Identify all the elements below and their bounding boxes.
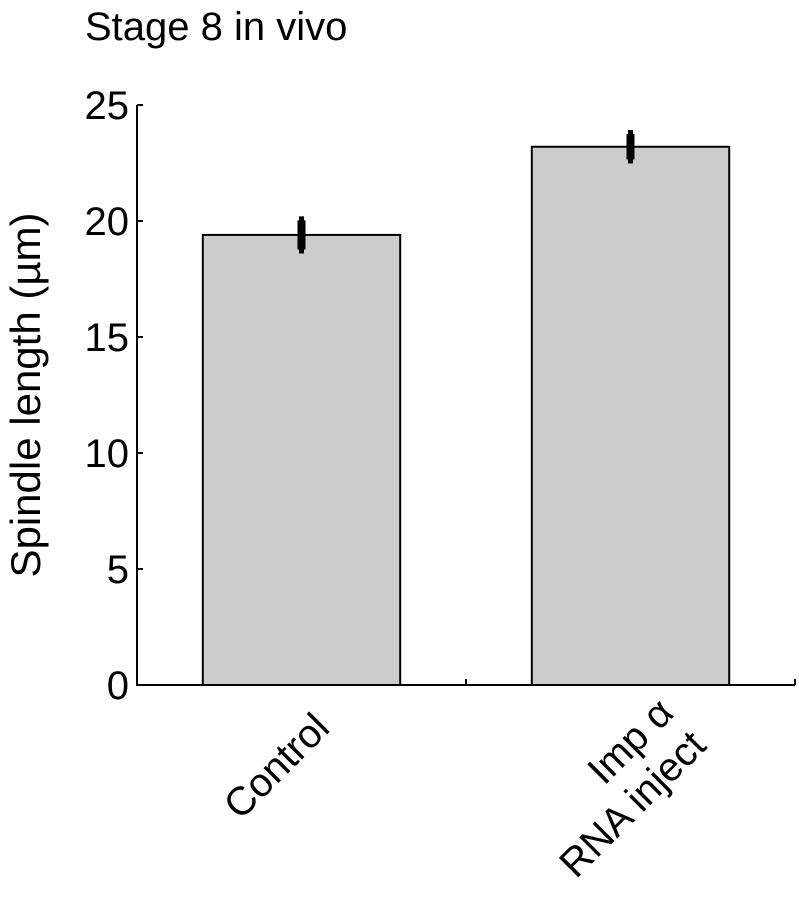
x-tick-label: Imp αRNA inject <box>519 690 715 886</box>
chart-title: Stage 8 in vivo <box>85 5 347 49</box>
y-tick-label: 10 <box>85 432 130 476</box>
y-tick-label: 0 <box>107 664 129 708</box>
x-tick-label: Control <box>216 705 338 827</box>
y-tick-label: 25 <box>85 84 130 128</box>
bar <box>530 145 731 686</box>
y-tick-label: 5 <box>107 548 129 592</box>
bar <box>201 233 402 686</box>
y-tick-label: 20 <box>85 200 130 244</box>
x-tick-label-line: Control <box>216 705 338 827</box>
y-axis-label: Spindle length (µm) <box>2 212 49 577</box>
y-tick-label: 15 <box>85 316 130 360</box>
